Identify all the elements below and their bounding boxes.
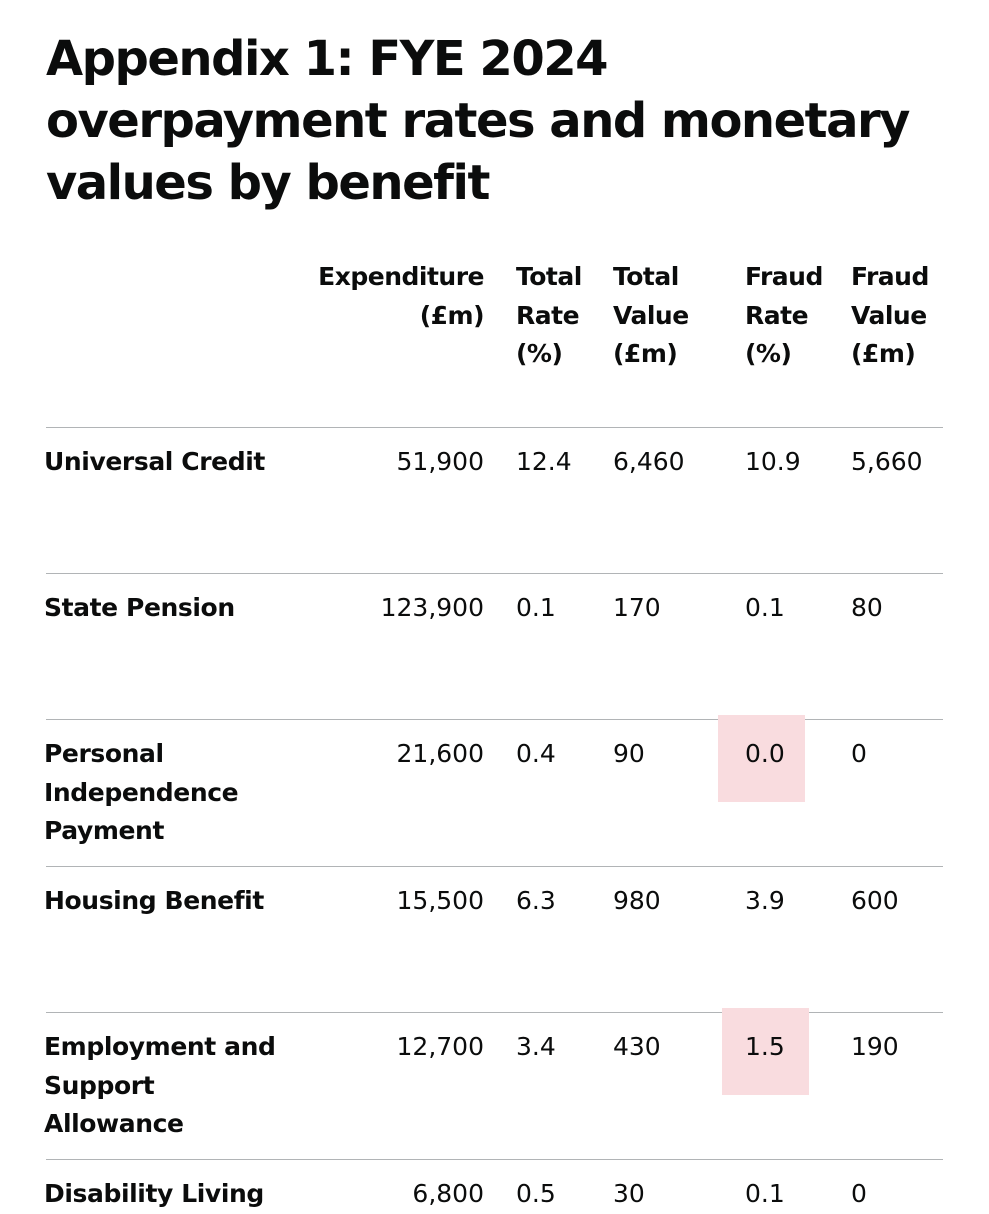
cell-total-value: 6,460 — [613, 447, 685, 476]
cell-total-value: 90 — [613, 739, 645, 768]
column-header-total-rate: Total Rate (%) — [516, 262, 582, 368]
row-divider — [46, 1012, 943, 1013]
benefit-name: Employment and Support Allowance — [44, 1032, 276, 1138]
cell-fraud-value: 0 — [851, 1179, 867, 1208]
cell-total-rate: 6.3 — [516, 886, 556, 915]
cell-expenditure: 123,900 — [380, 593, 484, 622]
cell-total-rate: 12.4 — [516, 447, 572, 476]
cell-fraud-value: 600 — [851, 886, 899, 915]
benefit-name: Universal Credit — [44, 447, 265, 476]
benefit-name: State Pension — [44, 593, 235, 622]
column-header-fraud-value: Fraud Value (£m) — [851, 262, 929, 368]
row-divider — [46, 1159, 943, 1160]
fraud-rate-highlight — [722, 1008, 809, 1095]
cell-expenditure: 21,600 — [396, 739, 484, 768]
cell-fraud-value: 190 — [851, 1032, 899, 1061]
cell-total-value: 30 — [613, 1179, 645, 1208]
row-divider — [46, 427, 943, 428]
cell-fraud-rate: 10.9 — [745, 447, 801, 476]
benefit-name: Disability Living — [44, 1179, 264, 1208]
cell-expenditure: 51,900 — [396, 447, 484, 476]
cell-fraud-value: 80 — [851, 593, 883, 622]
fraud-rate-highlight — [718, 715, 805, 802]
cell-total-rate: 0.4 — [516, 739, 556, 768]
cell-total-rate: 0.1 — [516, 593, 556, 622]
cell-fraud-value: 0 — [851, 739, 867, 768]
benefit-name: Housing Benefit — [44, 886, 264, 915]
benefit-name: Personal Independence Payment — [44, 739, 239, 845]
cell-total-rate: 0.5 — [516, 1179, 556, 1208]
column-header-fraud-rate: Fraud Rate (%) — [745, 262, 823, 368]
page-title: Appendix 1: FYE 2024 overpayment rates a… — [46, 31, 910, 211]
cell-expenditure: 15,500 — [396, 886, 484, 915]
cell-total-value: 170 — [613, 593, 661, 622]
row-divider — [46, 719, 943, 720]
cell-fraud-rate: 0.0 — [745, 739, 785, 768]
cell-expenditure: 6,800 — [412, 1179, 484, 1208]
cell-expenditure: 12,700 — [396, 1032, 484, 1061]
cell-total-rate: 3.4 — [516, 1032, 556, 1061]
cell-fraud-rate: 1.5 — [745, 1032, 785, 1061]
row-divider — [46, 573, 943, 574]
cell-fraud-rate: 0.1 — [745, 1179, 785, 1208]
cell-total-value: 980 — [613, 886, 661, 915]
column-header-total-value: Total Value (£m) — [613, 262, 689, 368]
row-divider — [46, 866, 943, 867]
cell-fraud-value: 5,660 — [851, 447, 923, 476]
column-header-expenditure: Expenditure (£m) — [318, 262, 484, 330]
cell-fraud-rate: 3.9 — [745, 886, 785, 915]
cell-total-value: 430 — [613, 1032, 661, 1061]
cell-fraud-rate: 0.1 — [745, 593, 785, 622]
